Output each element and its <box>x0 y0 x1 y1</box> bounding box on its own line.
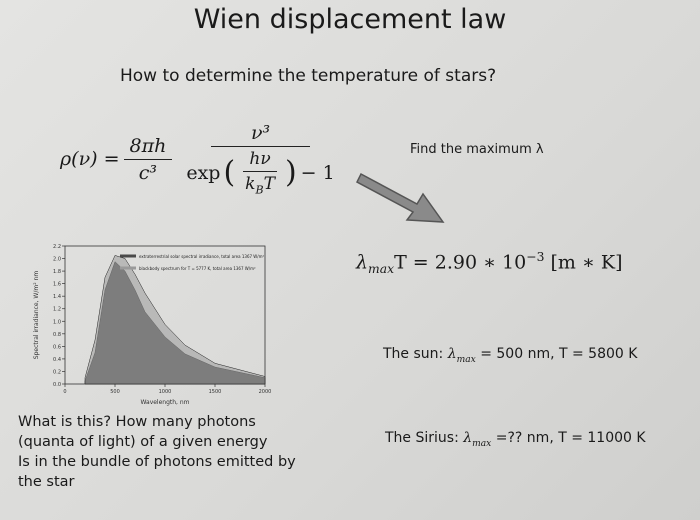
arrow <box>356 172 445 223</box>
formula-part: − 1 <box>300 161 335 184</box>
y-tick-label: 2.0 <box>53 257 61 263</box>
formula-part: 8πh <box>123 135 173 160</box>
formula-part: k <box>245 174 256 194</box>
title: Wien displacement law <box>193 4 507 35</box>
formula-part: T = 2.90 ∗ 10 <box>394 251 527 274</box>
question-line: Is in the bundle of photons emitted by <box>18 454 296 470</box>
question-line: What is this? How many photons <box>18 414 256 430</box>
formula-part: c³ <box>138 161 158 184</box>
x-tick-label: 500 <box>110 389 120 395</box>
formula-part: exp <box>186 161 221 184</box>
x-tick-label: 2000 <box>259 389 272 395</box>
formula-part: −3 <box>526 250 545 264</box>
formula-part: λ <box>463 430 473 446</box>
formula-denominator: exp ( hν kBT ) − 1 <box>180 147 340 196</box>
legend-label: blackbody spectrum for T = 5777 K, total… <box>139 266 256 271</box>
formula-part: max <box>456 354 476 365</box>
x-tick-label: 1000 <box>159 389 172 395</box>
paren: ( <box>223 155 236 191</box>
formula-part: B <box>255 183 264 197</box>
question-line: the star <box>18 474 75 490</box>
formula-part: λ <box>356 251 369 274</box>
y-tick-label: 0.2 <box>53 369 61 375</box>
question: What is this? How many photons (quanta o… <box>18 412 296 492</box>
wien-law: λmaxT = 2.90 ∗ 10−3 [m ∗ K] <box>356 250 623 276</box>
formula-part: max <box>472 438 492 449</box>
y-tick-label: 0.4 <box>53 357 61 363</box>
y-tick-label: 1.8 <box>53 269 61 275</box>
legend-label: extraterrestrial solar spectral irradian… <box>139 254 265 259</box>
y-tick-label: 1.2 <box>53 307 61 313</box>
x-axis-label: Wavelength, nm <box>140 399 189 406</box>
formula-part: hν <box>243 149 277 172</box>
sirius-line: The Sirius: λmax =?? nm, T = 11000 K <box>385 430 646 449</box>
sun-line: The sun: λmax = 500 nm, T = 5800 K <box>383 346 637 365</box>
fraction: 8πh c³ <box>123 135 173 184</box>
label: The sun: <box>383 346 444 362</box>
arrow-label: Find the maximum λ <box>410 142 544 157</box>
formula-part: =?? nm, T = 11000 K <box>495 430 646 446</box>
y-axis-label: Spectral irradiance, W/m² nm <box>33 271 40 360</box>
formula-part: max <box>368 262 395 277</box>
formula-part: [m ∗ K] <box>550 251 623 274</box>
y-tick-label: 0.6 <box>53 344 61 350</box>
question-line: (quanta of light) of a given energy <box>18 434 268 450</box>
paren: ) <box>284 155 297 191</box>
y-tick-label: 0.0 <box>53 382 61 388</box>
formula-part: T <box>263 174 275 194</box>
formula-part: kBT <box>239 172 281 196</box>
formula-part: = 500 nm, T = 5800 K <box>480 346 638 362</box>
y-tick-label: 1.0 <box>53 319 61 325</box>
spectrum-figure: 0.0 0.2 0.4 0.6 0.8 1.0 1.2 1.4 1.6 1.8 2.0 2.2 0 500… <box>33 244 272 406</box>
formula-part: λ <box>447 346 457 362</box>
y-tick-label: 1.6 <box>53 282 61 288</box>
y-tick-label: 2.2 <box>53 244 61 250</box>
fraction: ν³ exp ( hν kBT ) − 1 <box>180 122 340 196</box>
fraction: hν kBT <box>239 149 281 196</box>
y-tick-label: 1.4 <box>53 294 61 300</box>
x-tick-label: 1500 <box>209 389 222 395</box>
label: The Sirius: <box>385 430 459 446</box>
arrow-shape <box>356 172 445 223</box>
planck-formula: ρ(ν) = 8πh c³ ν³ exp ( hν kBT ) − 1 <box>60 122 345 196</box>
formula-lhs: ρ(ν) = <box>60 148 120 171</box>
x-tick-label: 0 <box>63 389 66 395</box>
subtitle: How to determine the temperature of star… <box>120 66 497 86</box>
y-tick-label: 0.8 <box>53 332 61 338</box>
formula-part: ν³ <box>210 122 311 147</box>
spectrum-area <box>84 255 266 385</box>
